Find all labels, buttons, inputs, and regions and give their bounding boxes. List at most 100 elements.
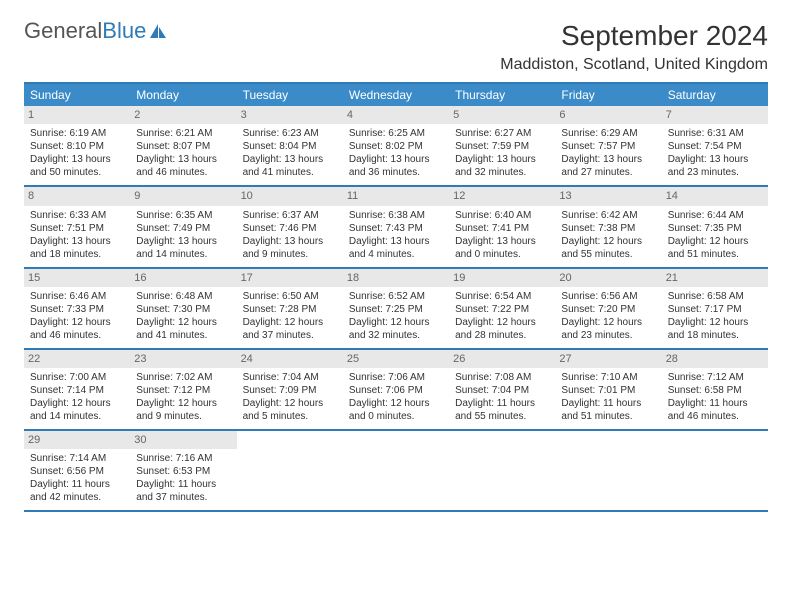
day-cell: 17Sunrise: 6:50 AMSunset: 7:28 PMDayligh… [237, 269, 343, 348]
day-cell: 29Sunrise: 7:14 AMSunset: 6:56 PMDayligh… [24, 431, 130, 510]
day-details: Sunrise: 6:40 AMSunset: 7:41 PMDaylight:… [453, 209, 551, 261]
day-detail-line: Sunset: 6:56 PM [30, 465, 124, 478]
day-cell: 12 Sunrise: 6:40 AMSunset: 7:41 PMDayligh… [449, 187, 555, 266]
day-number: 24 [237, 350, 343, 368]
day-number: 15 [24, 269, 130, 287]
day-detail-line: Sunset: 7:54 PM [668, 140, 762, 153]
day-number: 19 [449, 269, 555, 287]
weekday-header-cell: Thursday [449, 84, 555, 106]
location-text: Maddiston, Scotland, United Kingdom [24, 56, 768, 74]
day-number: 9 [130, 187, 236, 205]
header-block: GeneralBlue September 2024 [24, 20, 768, 52]
day-number: 21 [662, 269, 768, 287]
day-detail-line: Sunset: 7:04 PM [455, 384, 549, 397]
day-detail-line: Daylight: 12 hours and 0 minutes. [349, 397, 443, 423]
day-detail-line: Sunrise: 6:27 AM [455, 127, 549, 140]
day-detail-line: Sunset: 7:01 PM [561, 384, 655, 397]
day-details: Sunrise: 7:08 AMSunset: 7:04 PMDaylight:… [453, 371, 551, 423]
day-details: Sunrise: 6:23 AMSunset: 8:04 PMDaylight:… [241, 127, 339, 179]
day-details: Sunrise: 6:44 AMSunset: 7:35 PMDaylight:… [666, 209, 764, 261]
week-row: 8Sunrise: 6:33 AMSunset: 7:51 PMDaylight… [24, 187, 768, 268]
day-number: 12 [449, 187, 555, 205]
day-detail-line: Sunset: 8:02 PM [349, 140, 443, 153]
day-detail-line: Sunset: 8:07 PM [136, 140, 230, 153]
day-detail-line: Daylight: 13 hours and 18 minutes. [30, 235, 124, 261]
day-detail-line: Sunset: 7:57 PM [561, 140, 655, 153]
day-cell: 7Sunrise: 6:31 AMSunset: 7:54 PMDaylight… [662, 106, 768, 185]
logo-text-2: Blue [102, 20, 146, 42]
day-cell: 6Sunrise: 6:29 AMSunset: 7:57 PMDaylight… [555, 106, 661, 185]
day-detail-line: Sunrise: 6:56 AM [561, 290, 655, 303]
day-detail-line: Daylight: 11 hours and 46 minutes. [668, 397, 762, 423]
day-details: Sunrise: 6:25 AMSunset: 8:02 PMDaylight:… [347, 127, 445, 179]
day-cell: 13Sunrise: 6:42 AMSunset: 7:38 PMDayligh… [555, 187, 661, 266]
day-number: 14 [662, 187, 768, 205]
day-details: Sunrise: 6:35 AMSunset: 7:49 PMDaylight:… [134, 209, 232, 261]
day-detail-line: Sunset: 7:38 PM [561, 222, 655, 235]
day-detail-line: Sunrise: 6:31 AM [668, 127, 762, 140]
day-number: 7 [662, 106, 768, 124]
weekday-header-cell: Wednesday [343, 84, 449, 106]
day-detail-line: Daylight: 13 hours and 50 minutes. [30, 153, 124, 179]
day-detail-line: Sunset: 7:20 PM [561, 303, 655, 316]
day-number: 5 [449, 106, 555, 124]
day-detail-line: Sunset: 7:59 PM [455, 140, 549, 153]
day-cell: 10Sunrise: 6:37 AMSunset: 7:46 PMDayligh… [237, 187, 343, 266]
day-cell: 20Sunrise: 6:56 AMSunset: 7:20 PMDayligh… [555, 269, 661, 348]
day-detail-line: Daylight: 13 hours and 9 minutes. [243, 235, 337, 261]
day-detail-line: Sunrise: 7:06 AM [349, 371, 443, 384]
day-detail-line: Sunrise: 7:12 AM [668, 371, 762, 384]
day-number: 23 [130, 350, 236, 368]
weekday-header-cell: Monday [130, 84, 236, 106]
day-detail-line: Daylight: 11 hours and 42 minutes. [30, 478, 124, 504]
day-cell: 21 Sunrise: 6:58 AMSunset: 7:17 PMDayligh… [662, 269, 768, 348]
day-detail-line: Sunset: 7:14 PM [30, 384, 124, 397]
day-detail-line: Sunset: 7:06 PM [349, 384, 443, 397]
day-detail-line: Sunset: 7:28 PM [243, 303, 337, 316]
day-number: 28 [662, 350, 768, 368]
day-number: 2 [130, 106, 236, 124]
day-detail-line: Sunrise: 6:42 AM [561, 209, 655, 222]
day-detail-line: Daylight: 12 hours and 23 minutes. [561, 316, 655, 342]
week-row: 1Sunrise: 6:19 AMSunset: 8:10 PMDaylight… [24, 106, 768, 187]
day-detail-line: Sunset: 7:51 PM [30, 222, 124, 235]
day-cell [662, 431, 768, 510]
day-detail-line: Daylight: 12 hours and 41 minutes. [136, 316, 230, 342]
day-detail-line: Sunset: 7:09 PM [243, 384, 337, 397]
day-detail-line: Daylight: 12 hours and 55 minutes. [561, 235, 655, 261]
day-cell: 11Sunrise: 6:38 AMSunset: 7:43 PMDayligh… [343, 187, 449, 266]
day-details: Sunrise: 6:33 AMSunset: 7:51 PMDaylight:… [28, 209, 126, 261]
day-detail-line: Sunrise: 6:46 AM [30, 290, 124, 303]
day-detail-line: Daylight: 13 hours and 27 minutes. [561, 153, 655, 179]
day-detail-line: Sunrise: 6:29 AM [561, 127, 655, 140]
day-cell: 24Sunrise: 7:04 AMSunset: 7:09 PMDayligh… [237, 350, 343, 429]
day-details: Sunrise: 6:42 AMSunset: 7:38 PMDaylight:… [559, 209, 657, 261]
day-detail-line: Daylight: 12 hours and 46 minutes. [30, 316, 124, 342]
day-details: Sunrise: 6:27 AMSunset: 7:59 PMDaylight:… [453, 127, 551, 179]
weekday-header-cell: Friday [555, 84, 661, 106]
day-detail-line: Sunset: 6:58 PM [668, 384, 762, 397]
day-cell [237, 431, 343, 510]
calendar-page: GeneralBlue September 2024 Maddiston, Sc… [0, 0, 792, 532]
day-detail-line: Daylight: 13 hours and 32 minutes. [455, 153, 549, 179]
week-row: 15Sunrise: 6:46 AMSunset: 7:33 PMDayligh… [24, 269, 768, 350]
day-cell [343, 431, 449, 510]
logo-sail-icon [148, 22, 168, 40]
day-detail-line: Sunrise: 7:14 AM [30, 452, 124, 465]
day-details: Sunrise: 6:54 AMSunset: 7:22 PMDaylight:… [453, 290, 551, 342]
day-details: Sunrise: 7:10 AMSunset: 7:01 PMDaylight:… [559, 371, 657, 423]
day-number: 30 [130, 431, 236, 449]
day-number: 16 [130, 269, 236, 287]
day-detail-line: Sunrise: 6:44 AM [668, 209, 762, 222]
day-cell: 28 Sunrise: 7:12 AMSunset: 6:58 PMDayligh… [662, 350, 768, 429]
month-title: September 2024 [561, 20, 768, 52]
day-details: Sunrise: 6:58 AMSunset: 7:17 PMDaylight:… [666, 290, 764, 342]
day-cell: 30Sunrise: 7:16 AMSunset: 6:53 PMDayligh… [130, 431, 236, 510]
day-number: 3 [237, 106, 343, 124]
day-details: Sunrise: 6:56 AMSunset: 7:20 PMDaylight:… [559, 290, 657, 342]
weekday-header: SundayMondayTuesdayWednesdayThursdayFrid… [24, 84, 768, 106]
day-detail-line: Sunrise: 6:33 AM [30, 209, 124, 222]
day-detail-line: Daylight: 13 hours and 41 minutes. [243, 153, 337, 179]
day-detail-line: Daylight: 13 hours and 46 minutes. [136, 153, 230, 179]
day-detail-line: Sunrise: 7:10 AM [561, 371, 655, 384]
